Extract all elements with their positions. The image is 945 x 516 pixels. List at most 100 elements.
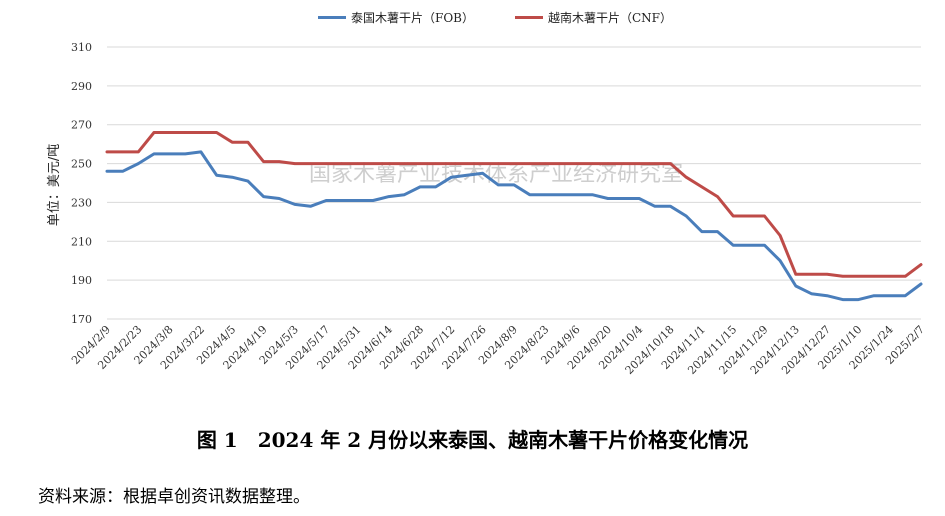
data-point-thailand bbox=[841, 298, 844, 301]
data-point-vietnam bbox=[215, 131, 218, 134]
data-point-thailand bbox=[324, 199, 328, 202]
data-point-vietnam bbox=[810, 273, 813, 276]
data-point-thailand bbox=[356, 199, 359, 202]
data-point-thailand bbox=[919, 282, 923, 286]
data-point-vietnam bbox=[716, 195, 719, 198]
y-tick-label: 250 bbox=[71, 158, 92, 171]
data-point-thailand bbox=[559, 193, 563, 196]
data-point-vietnam bbox=[857, 275, 860, 278]
data-point-thailand bbox=[794, 284, 797, 288]
data-point-thailand bbox=[653, 205, 657, 208]
data-point-vietnam bbox=[152, 131, 156, 134]
data-point-thailand bbox=[669, 205, 672, 208]
data-point-thailand bbox=[857, 298, 860, 301]
data-point-vietnam bbox=[825, 273, 829, 276]
legend-label-thailand: 泰国木薯干片（FOB） bbox=[351, 11, 474, 25]
data-point-vietnam bbox=[591, 162, 594, 165]
data-point-vietnam bbox=[121, 150, 124, 154]
y-tick-label: 190 bbox=[71, 274, 92, 287]
data-point-vietnam bbox=[497, 162, 500, 165]
data-point-vietnam bbox=[168, 131, 171, 134]
legend-swatch-thailand bbox=[318, 16, 346, 19]
data-point-vietnam bbox=[434, 162, 437, 165]
data-point-thailand bbox=[888, 294, 891, 297]
data-point-vietnam bbox=[841, 275, 844, 278]
data-point-thailand bbox=[606, 197, 610, 200]
data-point-thailand bbox=[184, 152, 187, 156]
data-point-vietnam bbox=[528, 162, 531, 165]
data-point-vietnam bbox=[919, 263, 923, 266]
data-point-vietnam bbox=[872, 275, 876, 278]
data-point-thailand bbox=[716, 230, 719, 233]
data-point-vietnam bbox=[277, 160, 281, 163]
data-point-thailand bbox=[872, 294, 876, 297]
data-point-vietnam bbox=[340, 162, 344, 165]
data-point-vietnam bbox=[481, 162, 484, 165]
data-point-thailand bbox=[778, 259, 782, 262]
data-point-thailand bbox=[309, 205, 312, 208]
data-point-thailand bbox=[121, 170, 124, 173]
data-point-vietnam bbox=[512, 162, 516, 165]
data-point-vietnam bbox=[778, 234, 782, 237]
data-point-vietnam bbox=[371, 162, 375, 165]
data-point-thailand bbox=[199, 150, 203, 154]
data-point-vietnam bbox=[418, 162, 422, 165]
data-point-thailand bbox=[450, 175, 453, 179]
data-point-thailand bbox=[544, 193, 547, 196]
data-point-thailand bbox=[293, 203, 297, 206]
data-point-vietnam bbox=[606, 162, 610, 165]
data-point-thailand bbox=[418, 185, 422, 189]
data-point-thailand bbox=[591, 193, 594, 196]
y-tick-label: 210 bbox=[71, 235, 92, 248]
data-point-thailand bbox=[810, 292, 813, 295]
source-note: 资料来源：根据卓创资讯数据整理。 bbox=[38, 487, 310, 507]
data-point-thailand bbox=[137, 162, 140, 165]
data-point-vietnam bbox=[231, 141, 234, 144]
data-point-thailand bbox=[277, 197, 281, 200]
data-point-thailand bbox=[512, 183, 516, 187]
chart-legend: 泰国木薯干片（FOB） 越南木薯干片（CNF） bbox=[0, 9, 945, 27]
data-point-thailand bbox=[700, 230, 704, 233]
y-tick-label: 270 bbox=[71, 119, 92, 132]
data-point-vietnam bbox=[450, 162, 453, 165]
data-point-vietnam bbox=[137, 150, 140, 154]
data-point-vietnam bbox=[246, 141, 250, 144]
data-point-vietnam bbox=[324, 162, 328, 165]
data-point-thailand bbox=[231, 175, 234, 179]
legend-swatch-vietnam bbox=[515, 16, 543, 19]
data-point-thailand bbox=[403, 193, 406, 196]
data-point-thailand bbox=[465, 174, 469, 177]
data-point-vietnam bbox=[622, 162, 625, 165]
data-point-vietnam bbox=[638, 162, 641, 165]
data-point-vietnam bbox=[387, 162, 390, 165]
data-point-vietnam bbox=[293, 162, 297, 165]
data-point-thailand bbox=[684, 214, 688, 218]
series-line-vietnam bbox=[105, 131, 923, 278]
data-point-thailand bbox=[371, 199, 375, 202]
data-point-vietnam bbox=[904, 275, 907, 278]
data-point-thailand bbox=[481, 172, 484, 175]
legend-item-vietnam: 越南木薯干片（CNF） bbox=[515, 9, 672, 26]
data-point-vietnam bbox=[763, 214, 766, 218]
y-tick-label: 170 bbox=[71, 313, 92, 326]
data-point-thailand bbox=[168, 152, 171, 156]
line-chart: 170190210230250270290310单位：美元/吨2024/2/92… bbox=[47, 41, 927, 377]
data-point-thailand bbox=[215, 174, 218, 177]
data-point-vietnam bbox=[888, 275, 891, 278]
data-point-thailand bbox=[904, 294, 907, 297]
data-point-thailand bbox=[575, 193, 578, 196]
data-point-vietnam bbox=[262, 160, 265, 163]
data-point-vietnam bbox=[684, 175, 688, 179]
data-point-vietnam bbox=[575, 162, 578, 165]
data-point-vietnam bbox=[653, 162, 657, 165]
data-point-vietnam bbox=[544, 162, 547, 165]
legend-label-vietnam: 越南木薯干片（CNF） bbox=[548, 11, 673, 25]
data-point-thailand bbox=[262, 195, 265, 198]
data-point-vietnam bbox=[794, 273, 797, 276]
legend-item-thailand: 泰国木薯干片（FOB） bbox=[318, 9, 474, 26]
data-point-thailand bbox=[731, 243, 735, 247]
data-point-thailand bbox=[105, 170, 109, 173]
data-point-thailand bbox=[638, 197, 641, 200]
y-axis-label: 单位：美元/吨 bbox=[47, 144, 62, 226]
data-point-thailand bbox=[747, 243, 751, 247]
